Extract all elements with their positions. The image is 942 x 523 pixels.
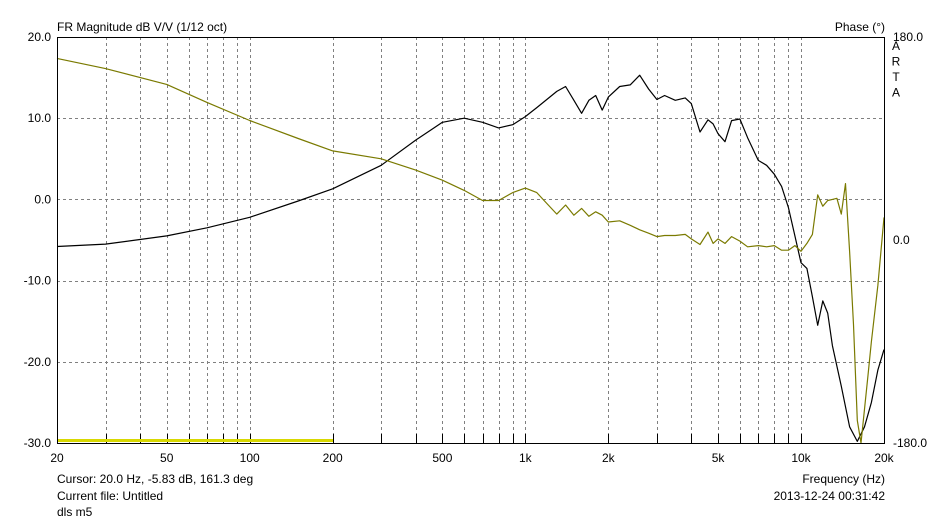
measurement-note: dls m5: [57, 505, 93, 519]
cursor-marker-bar: [58, 439, 333, 442]
x-tick-label: 200: [323, 451, 343, 465]
phase-line: [56, 57, 885, 444]
cursor-readout: Cursor: 20.0 Hz, -5.83 dB, 161.3 deg: [57, 472, 254, 486]
x-tick-label: 5k: [712, 451, 726, 465]
x-tick-label: 50: [160, 451, 174, 465]
frequency-axis: 20 50 100 200 500 1k 2k 5k 10k 20k: [50, 451, 894, 465]
y-tick-label: -30.0: [24, 436, 52, 450]
x-axis-label: Frequency (Hz): [802, 472, 885, 486]
x-tick-label: 100: [240, 451, 260, 465]
cursor-marker: [58, 439, 333, 442]
y2-tick-label: -180.0: [893, 436, 927, 450]
timestamp: 2013-12-24 00:31:42: [773, 489, 885, 503]
x-tick-label: 500: [432, 451, 452, 465]
magnitude-axis: 20.0 10.0 0.0 -10.0 -20.0 -30.0: [24, 30, 52, 450]
phase-axis-title: Phase (°): [835, 20, 885, 34]
watermark-letter: R: [892, 55, 901, 69]
watermark-letter: A: [892, 86, 900, 100]
x-tick-label: 20: [50, 451, 64, 465]
chart-series: [56, 57, 885, 444]
x-tick-label: 10k: [791, 451, 811, 465]
chart-title: FR Magnitude dB V/V (1/12 oct): [57, 20, 227, 34]
y2-tick-label: 180.0: [893, 30, 923, 44]
y-tick-label: 20.0: [28, 30, 52, 44]
magnitude-line: [56, 74, 885, 442]
watermark-letter: A: [892, 39, 900, 53]
current-file-label: Current file: Untitled: [57, 489, 164, 503]
y-tick-label: -10.0: [24, 274, 52, 288]
x-tick-label: 20k: [874, 451, 894, 465]
watermark-letter: T: [892, 70, 900, 84]
y-tick-label: 0.0: [34, 192, 51, 206]
x-tick-label: 1k: [519, 451, 533, 465]
y-tick-label: -20.0: [24, 355, 52, 369]
x-tick-label: 2k: [602, 451, 616, 465]
plot-frame: [57, 37, 885, 444]
y2-tick-label: 0.0: [893, 233, 910, 247]
phase-axis: 180.0 0.0 -180.0: [893, 30, 927, 450]
chart-grid: [57, 37, 884, 443]
y-tick-label: 10.0: [28, 111, 52, 125]
